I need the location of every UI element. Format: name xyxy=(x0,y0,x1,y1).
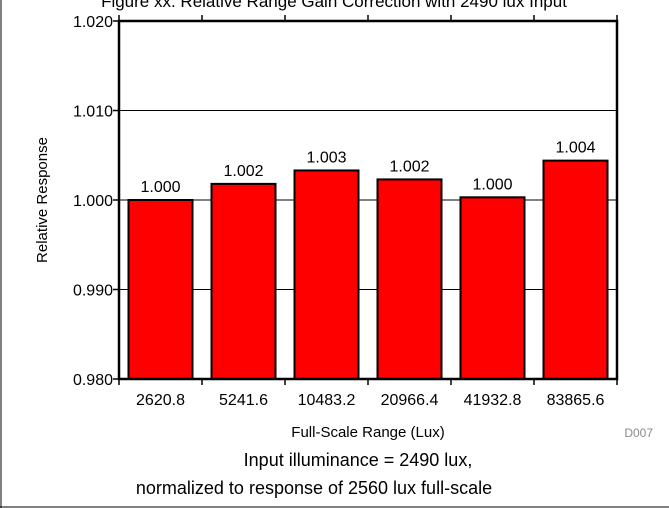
y-tick-label: 0.980 xyxy=(73,372,113,389)
grid-lines xyxy=(119,110,617,290)
y-tick-label: 0.990 xyxy=(73,283,113,300)
bar xyxy=(210,182,277,380)
data-label: 1.004 xyxy=(555,140,595,157)
data-label: 1.000 xyxy=(140,179,180,196)
y-axis-title: Relative Response xyxy=(34,137,51,263)
y-axis: 0.980 0.990 1.000 1.010 1.020 xyxy=(73,14,119,389)
caption-line-1: Input illuminance = 2490 lux, xyxy=(244,450,473,470)
x-axis-title: Full-Scale Range (Lux) xyxy=(291,424,444,441)
caption-line-2: normalized to response of 2560 lux full-… xyxy=(136,478,492,498)
bar-series xyxy=(127,159,609,380)
y-tick-label: 1.000 xyxy=(73,193,113,210)
y-tick-label: 1.010 xyxy=(73,104,113,121)
x-tick-label: 41932.8 xyxy=(464,392,522,409)
bar xyxy=(376,178,443,380)
data-label: 1.002 xyxy=(223,163,263,180)
data-label: 1.002 xyxy=(389,158,429,175)
bar xyxy=(459,196,526,380)
data-label: 1.003 xyxy=(306,149,346,166)
bar xyxy=(542,159,609,380)
figure-code: D007 xyxy=(624,426,653,440)
data-labels: 1.000 1.002 1.003 1.002 1.000 1.004 xyxy=(140,140,595,196)
x-tick-label: 83865.6 xyxy=(547,392,605,409)
figure-title: Figure xx. Relative Range Gain Correctio… xyxy=(101,0,567,11)
x-axis: 2620.8 5241.6 10483.2 20966.4 41932.8 83865.6 xyxy=(118,15,618,409)
x-tick-label: 10483.2 xyxy=(298,392,356,409)
x-tick-label: 2620.8 xyxy=(136,392,185,409)
bar xyxy=(293,169,360,380)
data-label: 1.000 xyxy=(472,176,512,193)
x-tick-label: 20966.4 xyxy=(381,392,439,409)
x-tick-label: 5241.6 xyxy=(219,392,268,409)
y-tick-label: 1.020 xyxy=(73,14,113,31)
bar xyxy=(127,199,194,380)
